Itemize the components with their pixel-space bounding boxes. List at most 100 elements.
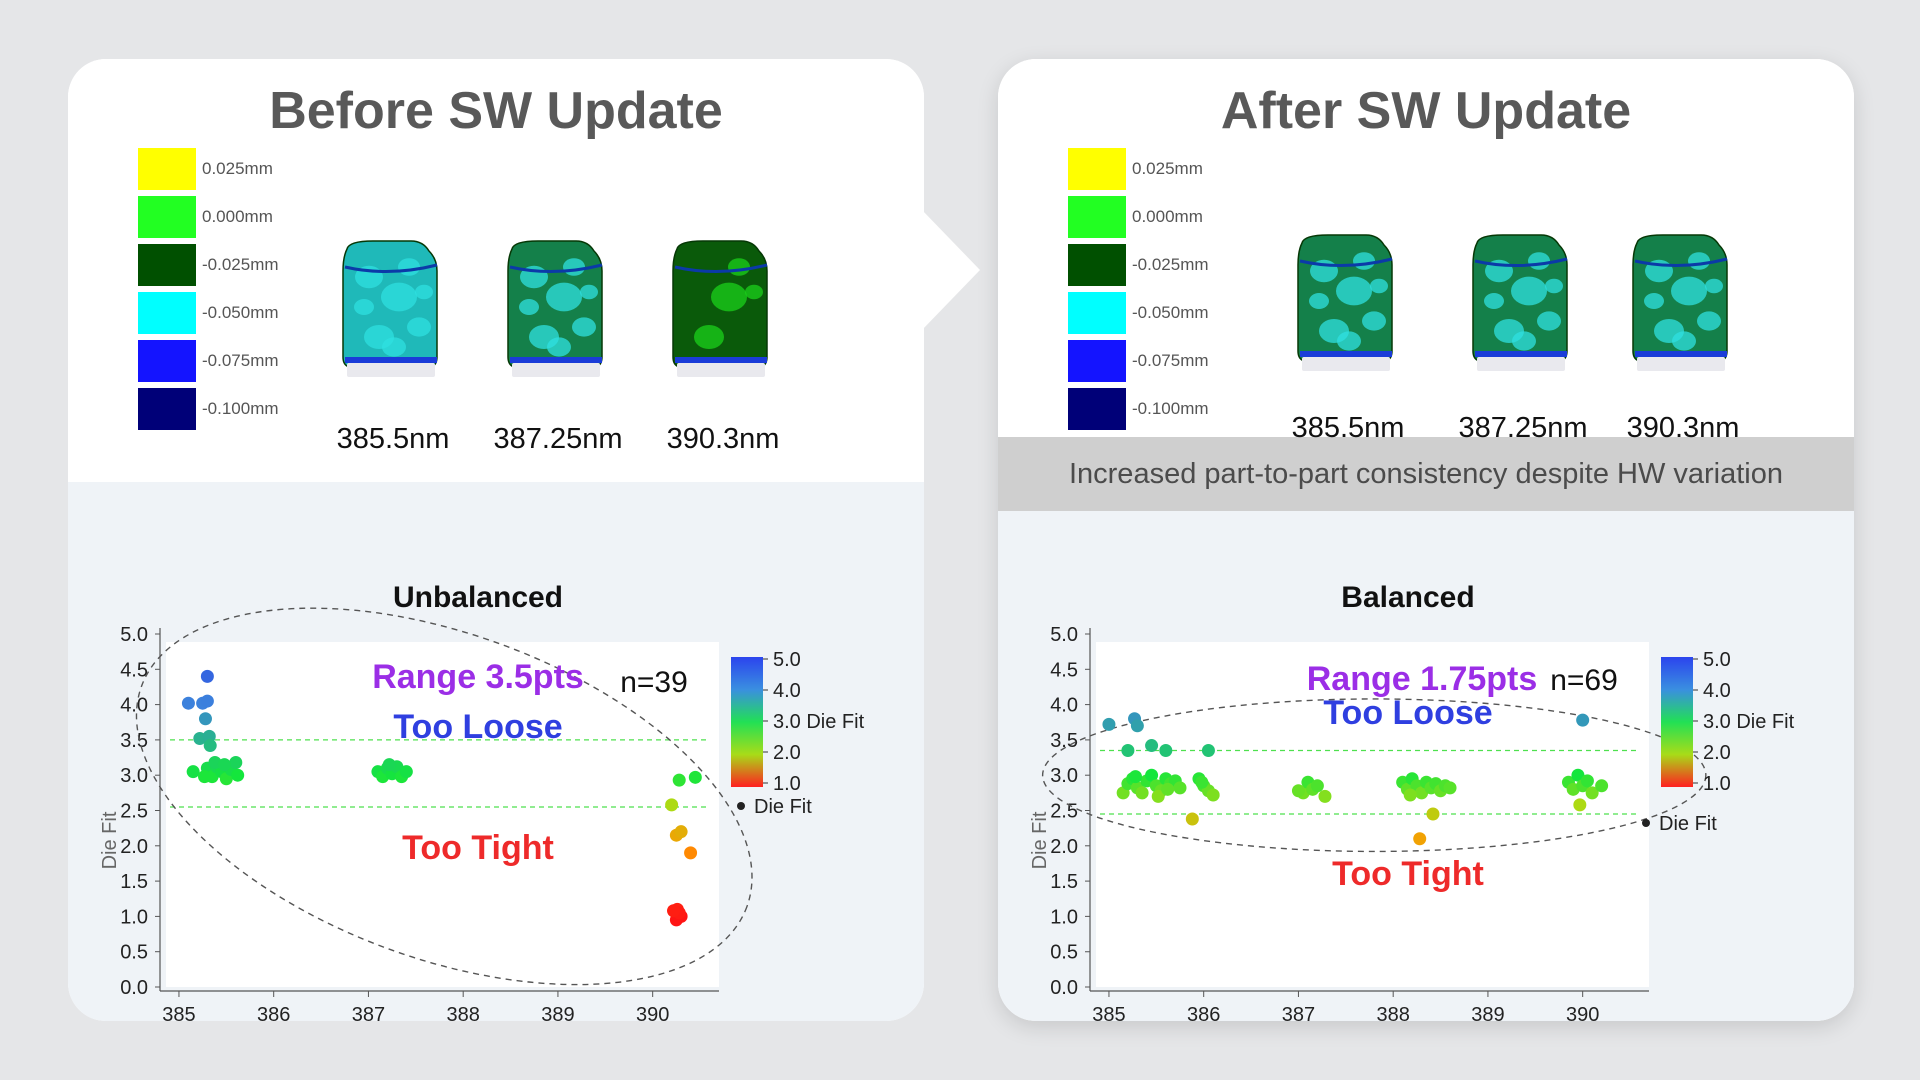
part-deviation-patch — [398, 258, 420, 276]
legend-row: -0.100mm — [138, 385, 279, 433]
y-tick-label: 1.5 — [1050, 871, 1078, 893]
legend-label: -0.025mm — [202, 255, 279, 274]
colorbar-tick-label: 4.0 — [773, 680, 801, 702]
legend-swatch — [1068, 196, 1126, 238]
part-deviation-patch — [728, 258, 750, 276]
x-tick-label: 385 — [1092, 1004, 1125, 1021]
consistency-banner: Increased part-to-part consistency despi… — [998, 437, 1854, 511]
data-point — [684, 846, 698, 860]
too-tight-label: Too Tight — [402, 829, 554, 867]
part-deviation-patch — [382, 337, 406, 357]
y-tick-label: 2.5 — [1050, 801, 1078, 823]
data-point — [1310, 779, 1324, 793]
part-deviation-patch — [546, 282, 582, 312]
part-deviation-patch — [1337, 331, 1361, 351]
data-point — [231, 768, 245, 782]
chart-title: Balanced — [1341, 581, 1474, 614]
data-point — [382, 758, 396, 772]
part-image-before-1 — [342, 240, 438, 377]
data-point — [217, 758, 231, 772]
legend-row: -0.025mm — [138, 241, 279, 289]
colorbar-tick-label: 5.0 — [1703, 649, 1731, 671]
x-tick-label: 389 — [541, 1004, 574, 1021]
part-deviation-patch — [1671, 276, 1707, 306]
part-deviation-patch — [1545, 278, 1563, 294]
part-deviation-patch — [1512, 331, 1536, 351]
x-tick-label: 388 — [1376, 1004, 1409, 1021]
legend-row: 0.000mm — [1068, 193, 1209, 241]
colorbar-tick-label: 3.0 Die Fit — [773, 711, 865, 733]
data-point — [1161, 782, 1175, 796]
data-point — [1128, 770, 1142, 784]
part-ridge — [509, 263, 603, 273]
part-label: 387.25nm — [1458, 412, 1588, 444]
legend-row: -0.075mm — [138, 337, 279, 385]
data-point — [198, 770, 212, 784]
legend-marker — [1642, 819, 1650, 827]
part-label: 385.5nm — [336, 423, 450, 455]
legend-row: -0.075mm — [1068, 337, 1209, 385]
data-point — [1130, 719, 1144, 733]
y-tick-label: 4.0 — [1050, 695, 1078, 717]
x-tick-label: 387 — [352, 1004, 385, 1021]
legend-label: 0.025mm — [202, 159, 273, 178]
y-tick-label: 5.0 — [120, 624, 148, 646]
data-point — [198, 712, 212, 726]
part-deviation-patch — [1528, 252, 1550, 270]
too-tight-label: Too Tight — [1332, 855, 1484, 893]
colorbar-tick-label: 4.0 — [1703, 680, 1731, 702]
part-deviation-patch — [572, 317, 596, 337]
legend-row: -0.100mm — [1068, 385, 1209, 433]
before-panel: Before SW Update 0.025mm 0.000mm -0.025m… — [68, 59, 924, 1021]
data-point — [672, 773, 686, 787]
data-point — [674, 825, 688, 839]
data-point — [1145, 739, 1159, 753]
data-point — [1576, 713, 1590, 727]
colorbar — [1661, 657, 1693, 787]
data-point — [1318, 789, 1332, 803]
y-tick-label: 0.5 — [120, 942, 148, 964]
part-deviation-patch — [1511, 276, 1547, 306]
y-tick-label: 3.0 — [120, 765, 148, 787]
legend-row: -0.050mm — [1068, 289, 1209, 337]
part-deviation-patch — [1705, 278, 1723, 294]
part-base — [1302, 357, 1390, 371]
data-point — [1102, 717, 1116, 731]
part-deviation-patch — [1362, 311, 1386, 331]
after-panel: Increased part-to-part consistency despi… — [998, 59, 1854, 1021]
legend-swatch — [138, 196, 196, 238]
data-point — [1159, 743, 1173, 757]
legend-label: -0.025mm — [1132, 255, 1209, 274]
too-loose-label: Too Loose — [393, 708, 562, 746]
range-annotation: Range 1.75pts — [1307, 660, 1538, 698]
y-tick-label: 3.0 — [1050, 765, 1078, 787]
data-point — [1121, 743, 1135, 757]
after-panel-title: After SW Update — [1220, 82, 1632, 140]
y-tick-label: 4.0 — [120, 695, 148, 717]
legend-swatch — [138, 148, 196, 190]
colorbar-tick-label: 2.0 — [773, 742, 801, 764]
legend-swatch — [138, 340, 196, 382]
data-point — [688, 770, 702, 784]
y-tick-label: 3.5 — [1050, 730, 1078, 752]
y-tick-label: 0.0 — [120, 977, 148, 999]
legend-label: 0.000mm — [202, 207, 273, 226]
y-tick-label: 4.5 — [1050, 659, 1078, 681]
y-axis-label: Die Fit — [99, 811, 121, 869]
part-label: 385.5nm — [1291, 412, 1405, 444]
data-point — [1185, 812, 1199, 826]
part-ridge — [1474, 257, 1568, 267]
data-point — [1443, 781, 1457, 795]
legend-swatch — [138, 292, 196, 334]
part-ridge — [674, 263, 768, 273]
y-tick-label: 2.0 — [120, 836, 148, 858]
part-label: 390.3nm — [666, 423, 780, 455]
legend-swatch — [1068, 340, 1126, 382]
part-label: 390.3nm — [1626, 412, 1740, 444]
y-tick-label: 1.0 — [1050, 906, 1078, 928]
legend-label: -0.050mm — [1132, 303, 1209, 322]
part-deviation-patch — [1697, 311, 1721, 331]
data-point — [1201, 743, 1215, 757]
legend-label: -0.075mm — [1132, 351, 1209, 370]
x-tick-label: 389 — [1471, 1004, 1504, 1021]
